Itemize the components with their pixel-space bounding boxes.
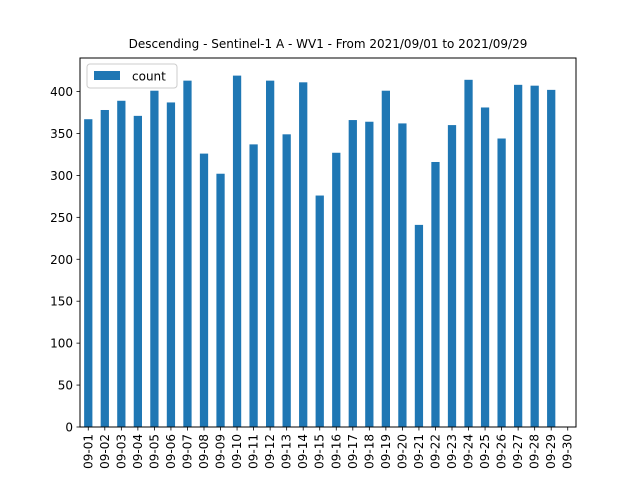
x-tick-label-09-28: 09-28 <box>528 434 542 469</box>
bar-09-14 <box>299 82 308 427</box>
bar-09-06 <box>166 102 176 427</box>
bar-09-22 <box>431 161 440 427</box>
y-tick-label-100: 100 <box>50 337 73 351</box>
bar-09-08 <box>199 153 209 427</box>
x-tick-label-09-15: 09-15 <box>313 434 327 469</box>
x-tick-label-09-05: 09-05 <box>147 434 161 469</box>
legend-box <box>86 63 178 89</box>
bar-09-29 <box>547 89 556 428</box>
legend: count <box>86 63 178 89</box>
bar-09-21 <box>414 224 424 427</box>
y-tick-label-50: 50 <box>58 379 73 393</box>
bar-09-15 <box>315 195 324 427</box>
y-axis: 0 50 100 150 200 250 300 350 400 <box>50 85 80 435</box>
bar-09-12 <box>266 80 275 427</box>
x-tick-label-09-09: 09-09 <box>214 434 228 469</box>
x-tick-label-09-01: 09-01 <box>81 434 95 469</box>
bar-09-26 <box>497 138 506 427</box>
bar-09-16 <box>332 152 341 427</box>
bar-09-09 <box>216 173 225 427</box>
y-tick-label-350: 350 <box>50 127 73 141</box>
x-tick-label-09-20: 09-20 <box>395 434 409 469</box>
bar-09-24 <box>464 79 473 428</box>
bar-09-25 <box>480 107 490 427</box>
bar-09-10 <box>232 75 242 428</box>
x-tick-label-09-02: 09-02 <box>98 434 112 469</box>
bar-09-27 <box>514 84 523 427</box>
x-tick-label-09-26: 09-26 <box>495 434 509 469</box>
legend-label: count <box>132 70 166 84</box>
bar-09-01 <box>84 119 93 427</box>
x-tick-label-09-06: 09-06 <box>164 434 178 469</box>
y-tick-label-300: 300 <box>50 169 73 183</box>
x-tick-label-09-07: 09-07 <box>180 434 194 469</box>
x-tick-label-09-14: 09-14 <box>296 434 310 469</box>
bar-09-17 <box>348 120 357 428</box>
bar-09-13 <box>282 134 291 427</box>
plot-frame <box>79 57 577 428</box>
x-tick-label-09-12: 09-12 <box>263 434 277 469</box>
bar-09-28 <box>530 85 539 428</box>
y-tick-label-200: 200 <box>50 253 73 267</box>
x-tick-label-09-16: 09-16 <box>329 434 343 469</box>
x-axis: 09-01 09-02 09-03 09-04 09-05 09-06 09-07 09-08… <box>81 427 575 469</box>
x-tick-label-09-24: 09-24 <box>462 434 476 469</box>
bar-09-04 <box>133 115 142 427</box>
bar-09-19 <box>381 90 390 427</box>
bar-09-11 <box>249 144 258 427</box>
x-tick-label-09-29: 09-29 <box>544 434 558 469</box>
x-tick-label-09-19: 09-19 <box>379 434 393 469</box>
bar-09-07 <box>183 80 192 427</box>
x-tick-label-09-13: 09-13 <box>280 434 294 469</box>
x-tick-label-09-25: 09-25 <box>478 434 492 469</box>
x-tick-label-09-27: 09-27 <box>511 434 525 469</box>
x-tick-label-09-23: 09-23 <box>445 434 459 469</box>
bar-09-05 <box>150 90 159 427</box>
y-tick-label-400: 400 <box>50 85 73 99</box>
x-tick-label-09-17: 09-17 <box>346 434 360 469</box>
bar-09-03 <box>117 100 126 428</box>
y-tick-label-250: 250 <box>50 211 73 225</box>
bars-group <box>84 75 556 428</box>
y-tick-label-0: 0 <box>65 421 73 435</box>
y-tick-label-150: 150 <box>50 295 73 309</box>
legend-swatch <box>94 71 120 80</box>
x-tick-label-09-11: 09-11 <box>247 434 261 469</box>
x-tick-label-09-30: 09-30 <box>561 434 575 469</box>
bar-09-02 <box>100 109 109 427</box>
bar-09-18 <box>365 121 374 428</box>
x-tick-label-09-04: 09-04 <box>131 434 145 469</box>
x-tick-label-09-21: 09-21 <box>412 434 426 469</box>
x-tick-label-09-22: 09-22 <box>428 434 442 469</box>
x-tick-label-09-08: 09-08 <box>197 434 211 469</box>
x-tick-label-09-10: 09-10 <box>230 434 244 469</box>
bar-09-23 <box>447 125 457 427</box>
bar-09-20 <box>398 123 407 427</box>
x-tick-label-09-18: 09-18 <box>362 434 376 469</box>
chart-title: Descending - Sentinel-1 A - WV1 - From 2… <box>129 37 528 51</box>
x-tick-label-09-03: 09-03 <box>114 434 128 469</box>
